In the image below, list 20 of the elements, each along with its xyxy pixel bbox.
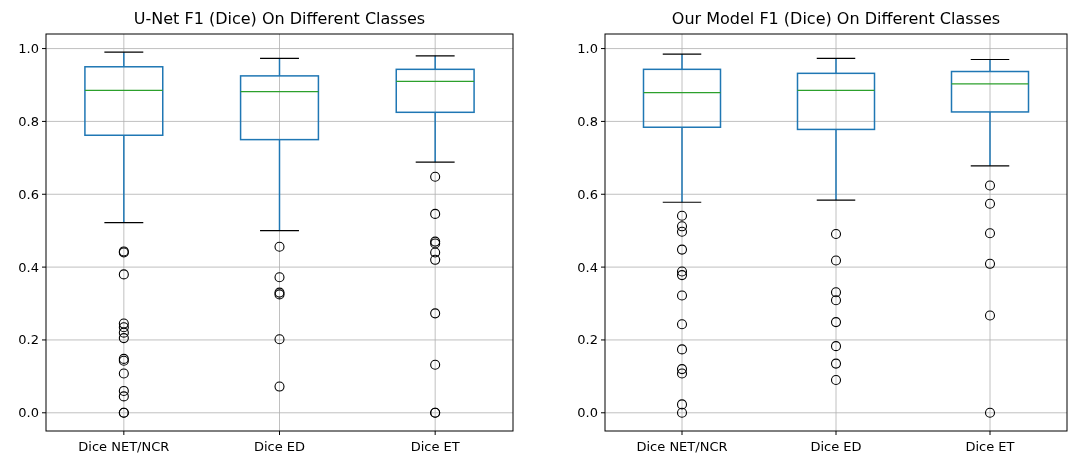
y-tick-label: 1.0	[577, 41, 598, 57]
y-tick-label: 0.6	[18, 186, 39, 202]
y-tick-label: 0.2	[577, 332, 598, 348]
y-tick-label: 0.0	[577, 405, 598, 421]
y-tick-label: 1.0	[18, 41, 39, 57]
x-tick-label: Dice ET	[410, 439, 460, 454]
y-tick-label: 0.4	[18, 259, 39, 275]
y-tick-label: 0.0	[18, 405, 39, 421]
y-tick-label: 0.8	[18, 113, 39, 129]
y-tick-label: 0.2	[18, 332, 39, 348]
x-tick-label: Dice ED	[253, 439, 306, 454]
x-tick-label: Dice NET/NCR	[78, 439, 170, 454]
x-tick-label: Dice ET	[965, 439, 1015, 454]
y-tick-label: 0.6	[577, 186, 598, 202]
y-tick-label: 0.8	[577, 113, 598, 129]
y-tick-label: 0.4	[577, 259, 598, 275]
x-tick-label: Dice NET/NCR	[636, 439, 728, 454]
chart-title: Our Model F1 (Dice) On Different Classes	[671, 9, 1001, 28]
x-tick-label: Dice ED	[810, 439, 862, 454]
chart-title: U-Net F1 (Dice) On Different Classes	[133, 9, 426, 28]
